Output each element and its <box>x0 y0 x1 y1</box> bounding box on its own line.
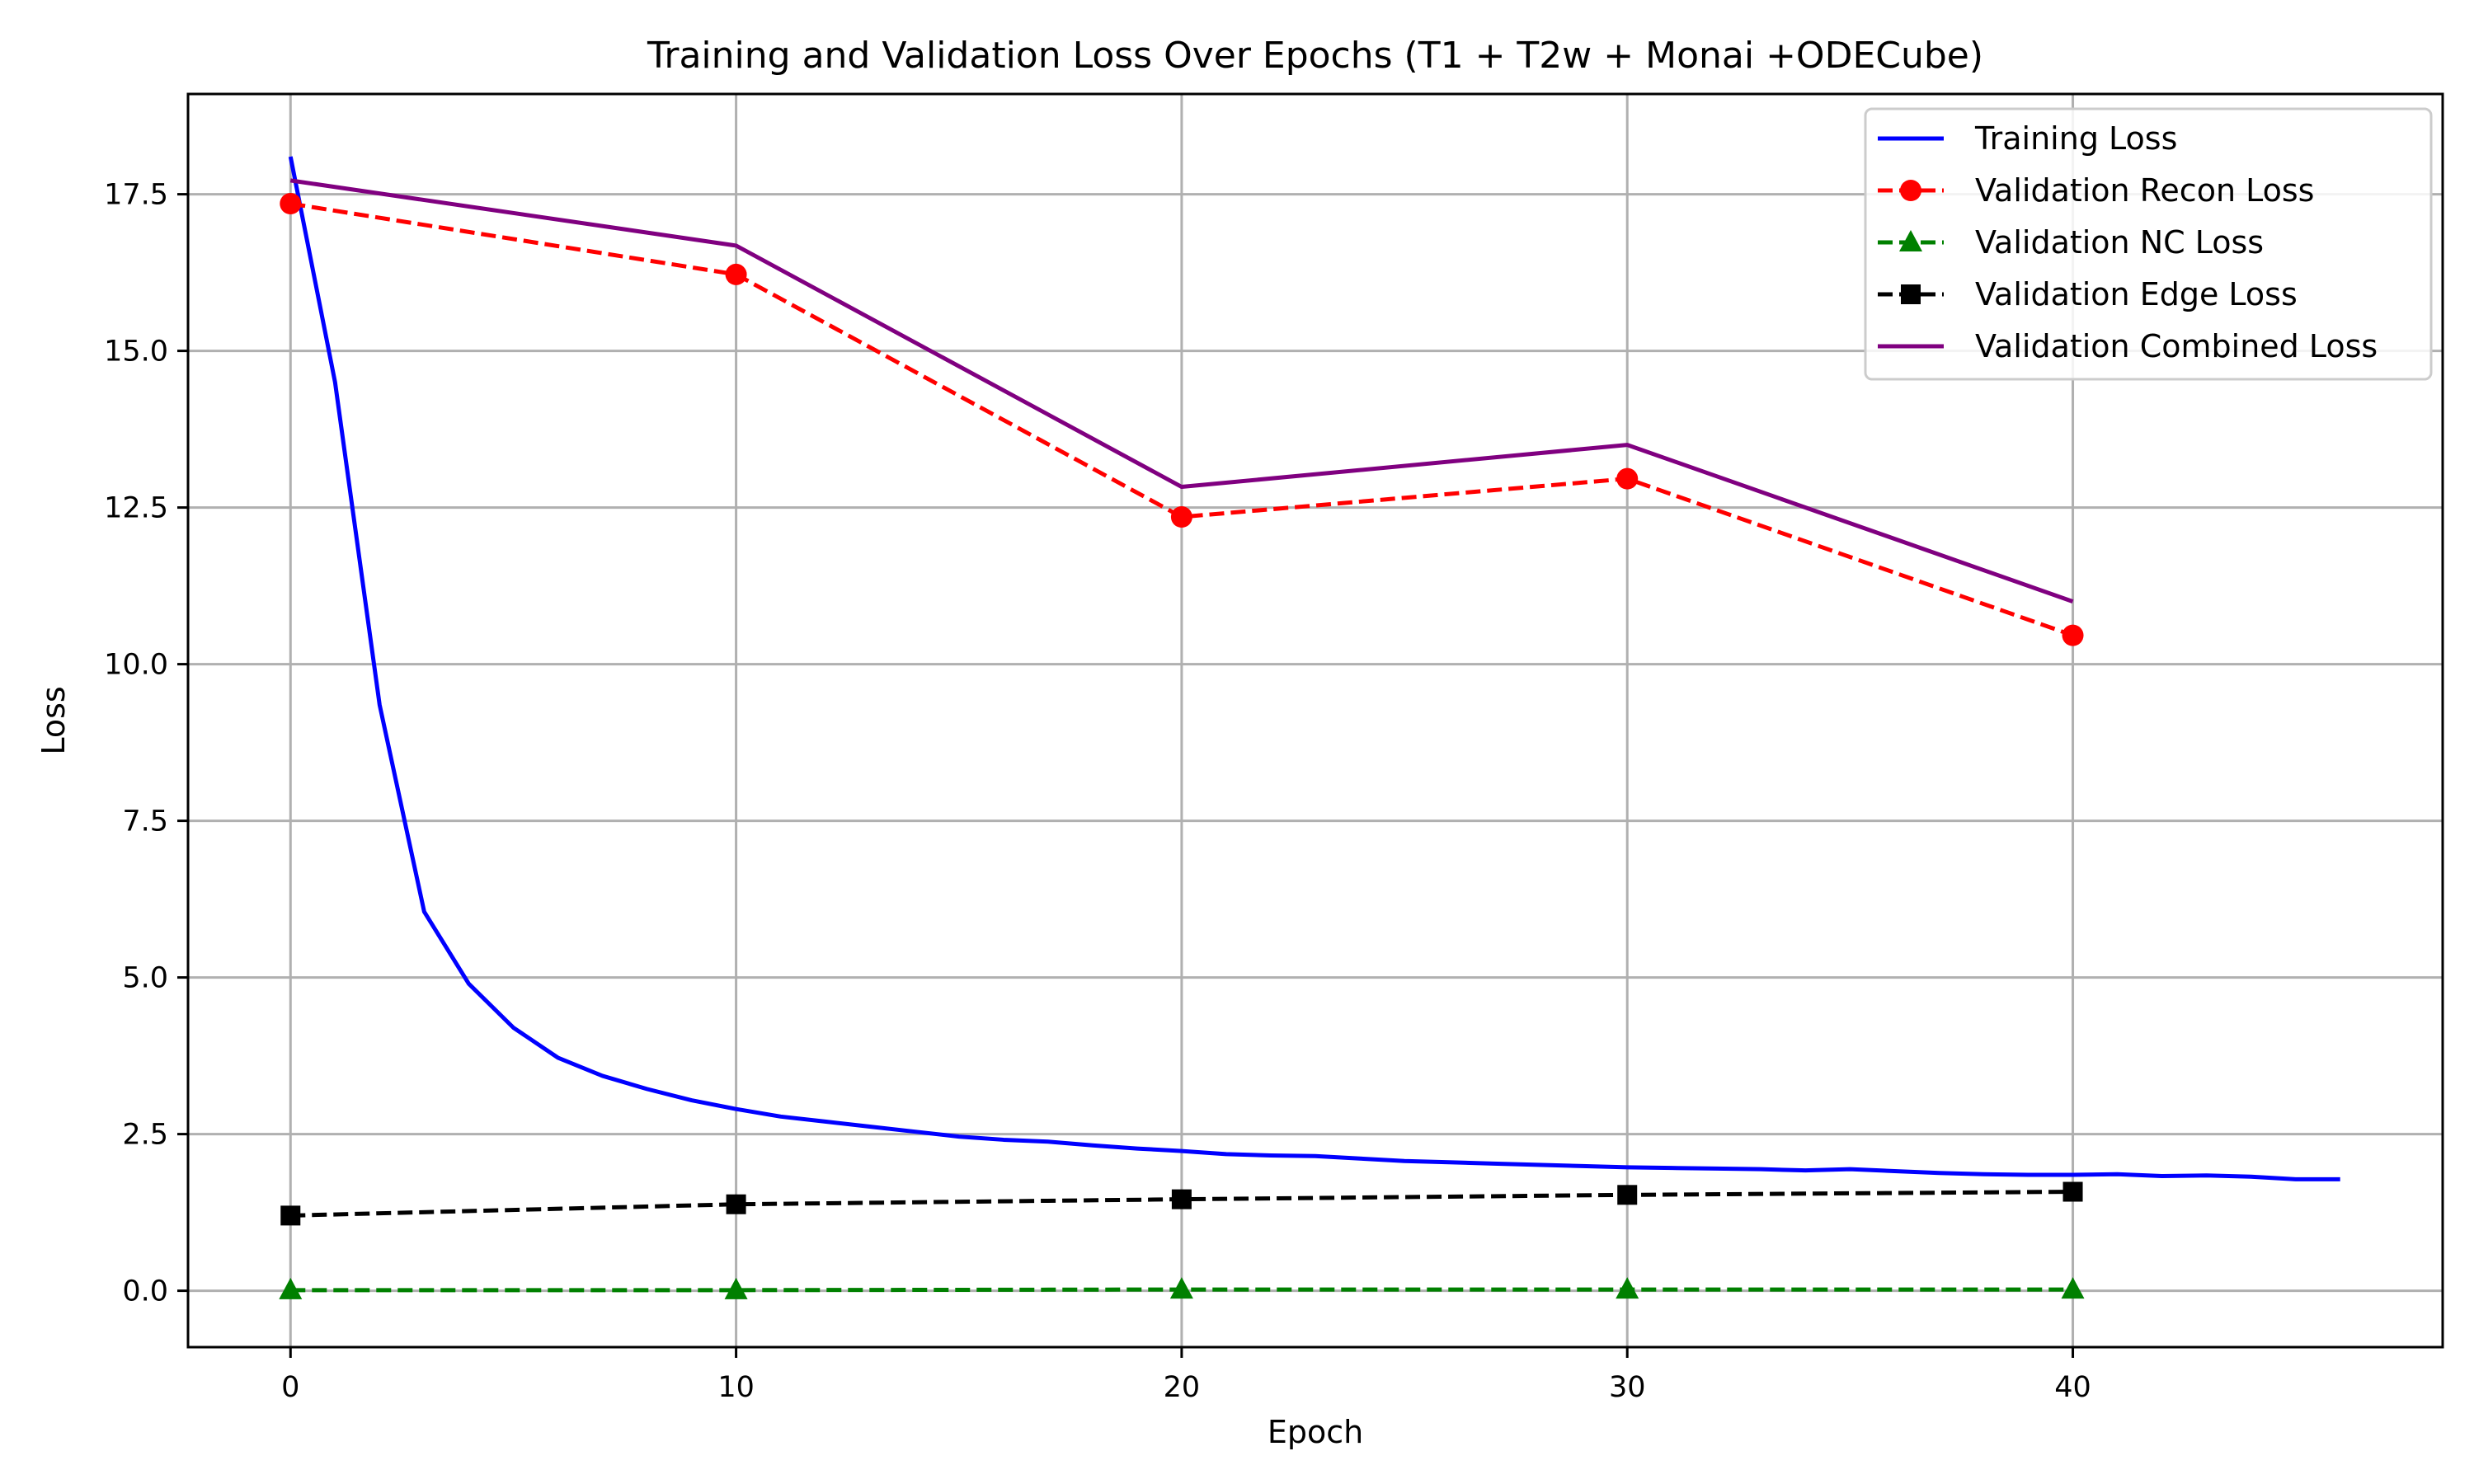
validation-nc-loss-series <box>279 1277 2085 1299</box>
legend: Training Loss Validation Recon Loss Valida… <box>1864 107 2433 381</box>
validation-recon-loss-point <box>1170 506 1192 528</box>
validation-edge-loss-point <box>280 1205 301 1226</box>
validation-combined-loss-series <box>289 178 2074 603</box>
y-tick-label: 2.5 <box>122 1119 168 1152</box>
legend-label-validation-nc-loss: Validation NC Loss <box>1975 224 2264 261</box>
validation-nc-loss-point <box>1169 1277 1193 1299</box>
validation-recon-loss-series <box>280 193 2084 646</box>
validation-recon-loss-point <box>725 263 747 285</box>
y-tick-label: 7.5 <box>122 805 168 838</box>
chart-title: Training and Validation Loss Over Epochs… <box>647 35 1983 77</box>
legend-label-validation-edge-loss: Validation Edge Loss <box>1975 276 2298 312</box>
validation-nc-loss-point <box>2061 1277 2085 1299</box>
legend-marker-validation-nc-loss <box>1899 230 1922 251</box>
legend-marker-validation-recon-loss <box>1900 180 1921 201</box>
legend-label-validation-recon-loss: Validation Recon Loss <box>1975 172 2314 209</box>
x-tick-label: 20 <box>1164 1371 1201 1404</box>
x-tick-label: 40 <box>2054 1371 2091 1404</box>
validation-recon-loss-point <box>280 193 302 214</box>
validation-edge-loss-point <box>1617 1185 1638 1205</box>
training-loss-series <box>288 156 2340 1181</box>
y-tick-label: 12.5 <box>104 492 168 525</box>
x-tick-label: 0 <box>281 1371 299 1404</box>
validation-nc-loss-point <box>724 1277 748 1299</box>
axis-ticks: 0 10 20 30 40 0.0 2.5 5.0 7.5 10.0 12.5 15.0 17.5 <box>104 179 2091 1404</box>
training-loss-line <box>288 156 2340 1181</box>
validation-edge-loss-point <box>1171 1189 1192 1209</box>
validation-recon-loss-line <box>289 201 2074 637</box>
validation-edge-loss-series <box>280 1181 2083 1226</box>
validation-nc-loss-point <box>1616 1277 1639 1299</box>
x-tick-label: 30 <box>1609 1371 1646 1404</box>
y-tick-label: 0.0 <box>122 1275 168 1308</box>
y-tick-label: 17.5 <box>104 179 168 212</box>
legend-label-training-loss: Training Loss <box>1974 120 2177 157</box>
x-tick-label: 10 <box>717 1371 755 1404</box>
validation-combined-loss-line <box>289 178 2074 603</box>
validation-nc-loss-point <box>279 1277 303 1299</box>
validation-edge-loss-point <box>2062 1181 2083 1202</box>
grid <box>188 94 2443 1347</box>
series-group <box>279 156 2340 1299</box>
y-tick-label: 15.0 <box>104 336 168 369</box>
legend-label-validation-combined-loss: Validation Combined Loss <box>1975 328 2378 364</box>
x-axis-title: Epoch <box>1268 1414 1363 1450</box>
legend-box <box>1864 107 2433 381</box>
validation-recon-loss-point <box>2062 624 2084 646</box>
validation-edge-loss-point <box>726 1194 746 1214</box>
y-axis-title: Loss <box>35 686 72 754</box>
y-tick-label: 5.0 <box>122 962 168 995</box>
plot-frame <box>186 92 2444 1349</box>
legend-marker-validation-edge-loss <box>1901 284 1921 304</box>
validation-recon-loss-point <box>1616 467 1639 490</box>
y-tick-label: 10.0 <box>104 649 168 682</box>
